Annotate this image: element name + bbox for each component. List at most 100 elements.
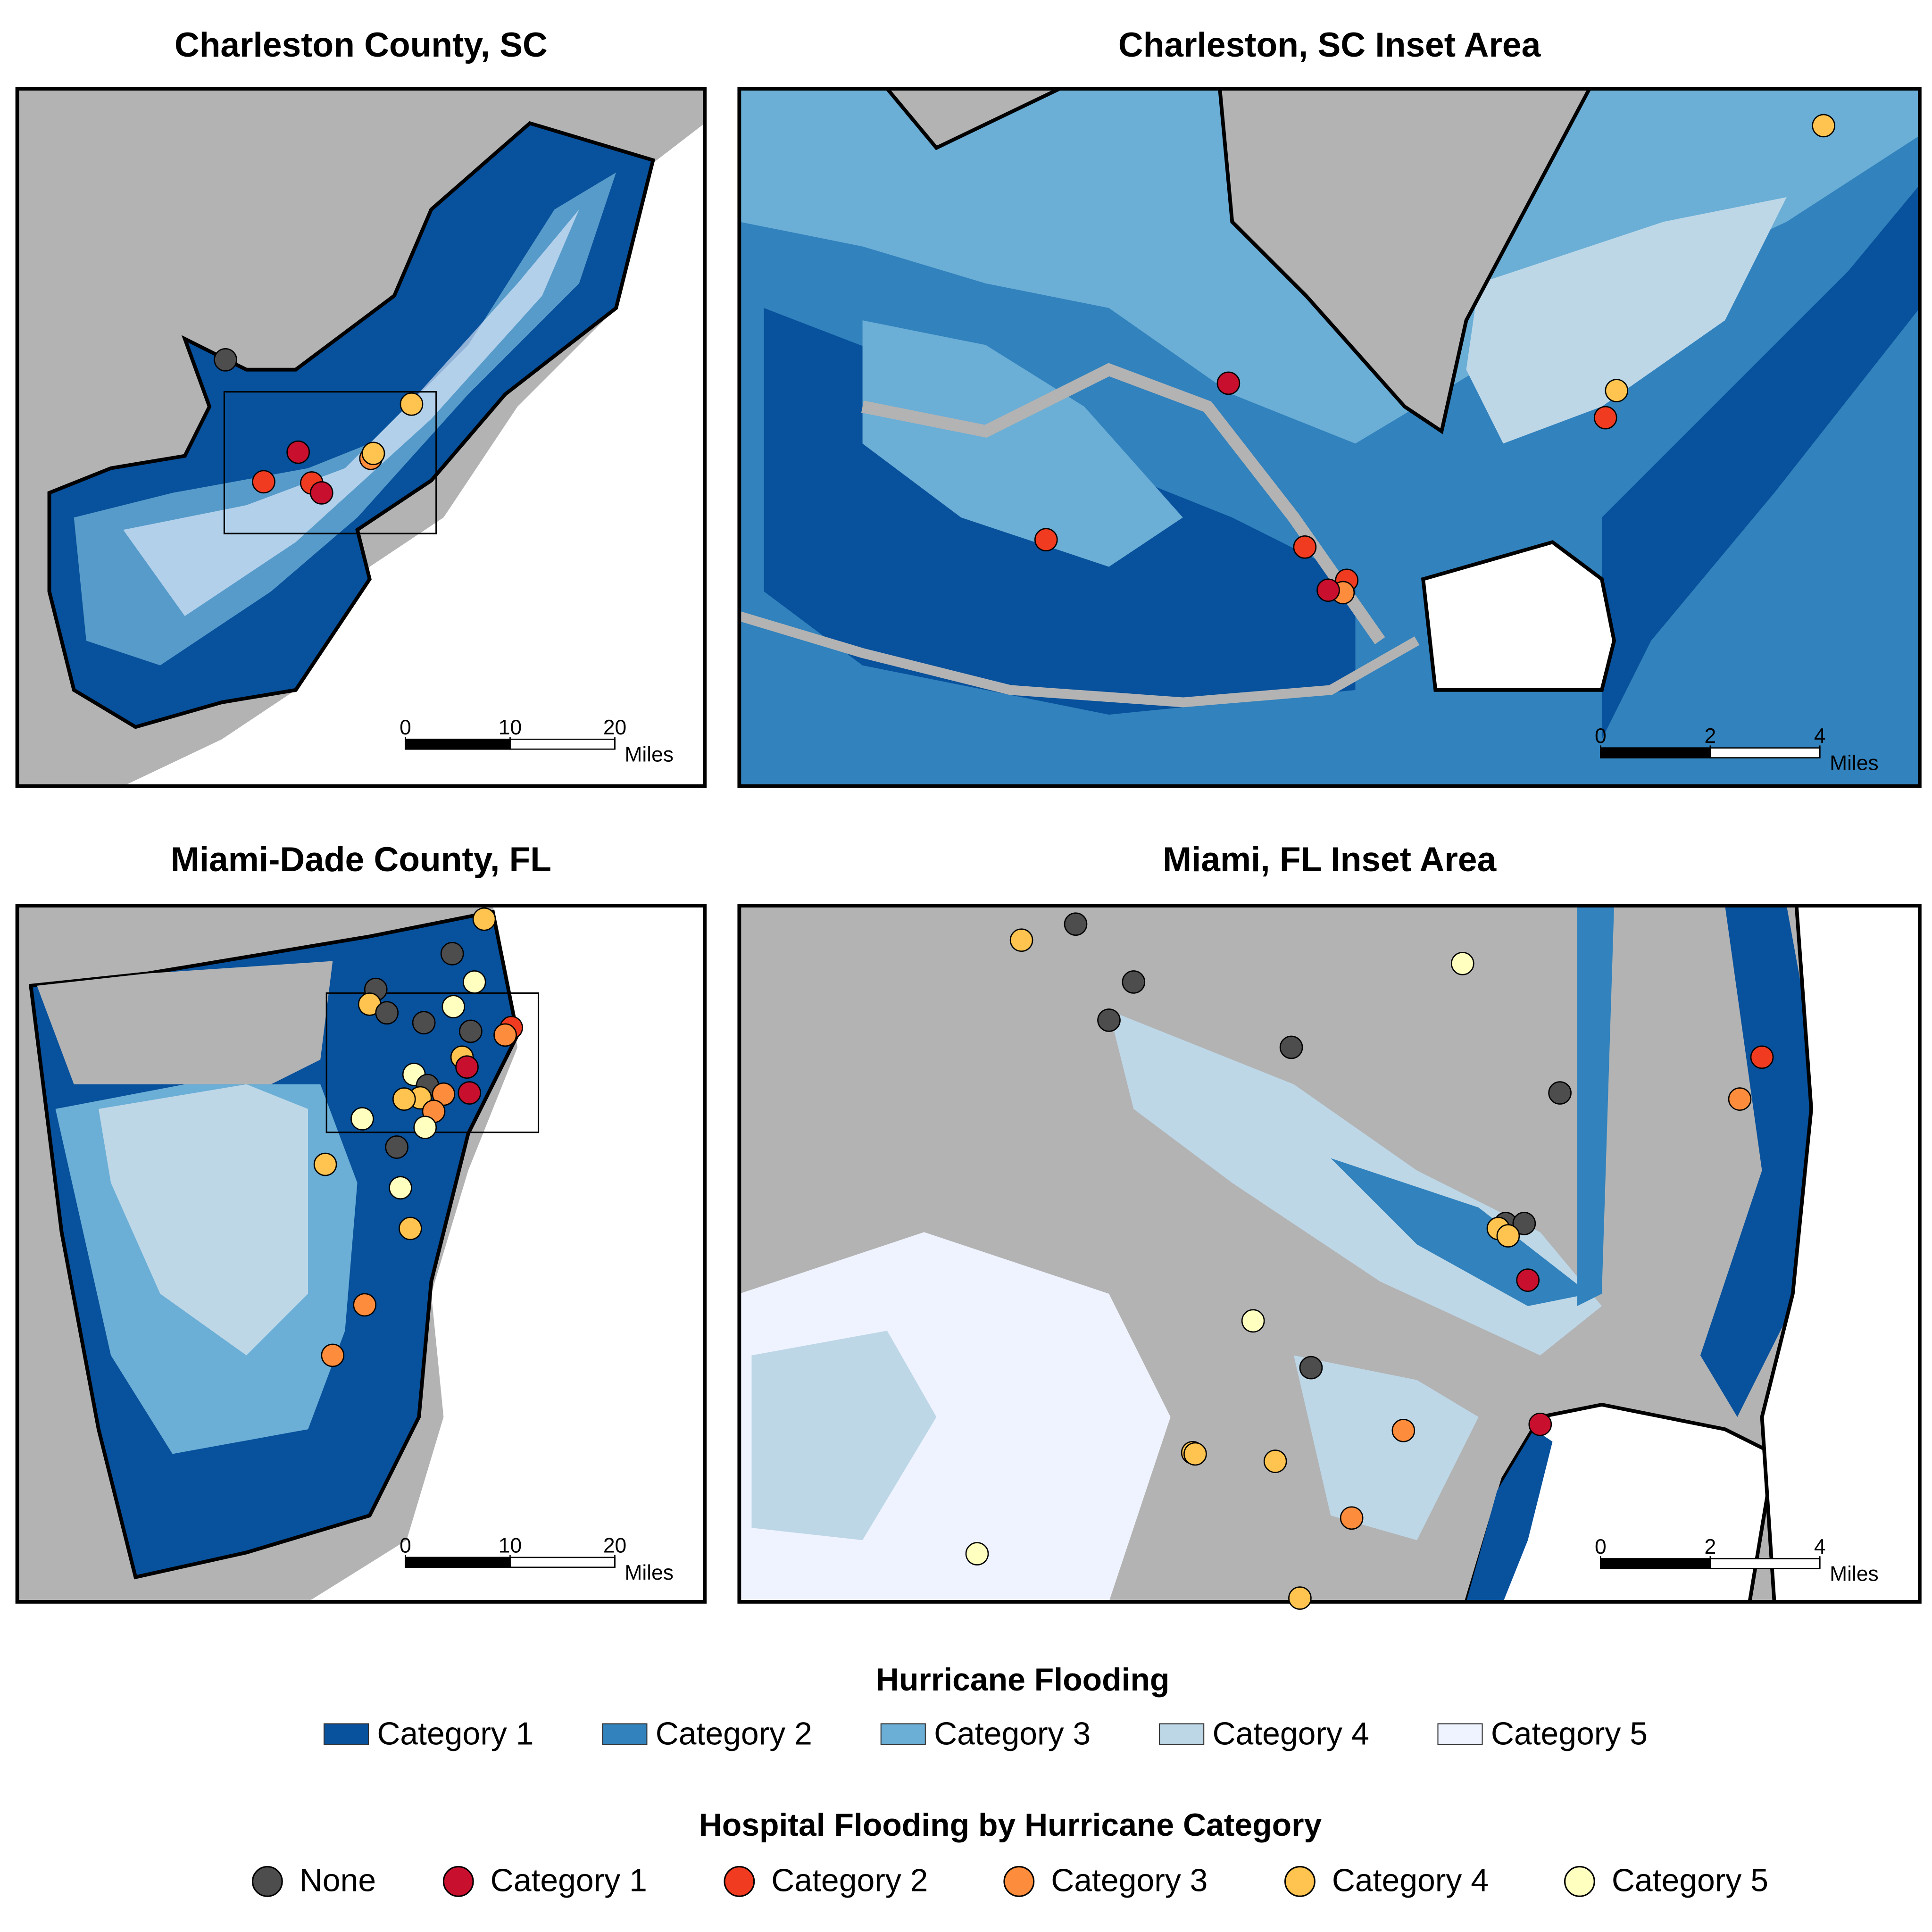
- legend-label: Category 5: [1491, 1716, 1648, 1752]
- scale-bar-segment: [1709, 747, 1821, 758]
- hospital-marker: [400, 392, 424, 416]
- scale-bar-unit: Miles: [1830, 752, 1879, 775]
- legend-label: Category 2: [656, 1716, 812, 1752]
- map-miami-inset: [739, 905, 1920, 1602]
- hospital-marker: [1263, 1449, 1287, 1473]
- legend-swatch: [602, 1723, 648, 1745]
- legend-label: Category 3: [934, 1716, 1091, 1752]
- scale-bar-label: 0: [400, 1534, 411, 1557]
- scale-bar-segment: [1599, 747, 1711, 758]
- scale-bar-unit: Miles: [625, 1561, 674, 1584]
- hospital-marker: [965, 1542, 989, 1566]
- hospital-marker: [1528, 1412, 1552, 1436]
- hospital-marker: [1728, 1087, 1752, 1111]
- hospital-marker: [458, 1081, 482, 1105]
- hospital-marker: [1241, 1309, 1265, 1333]
- hospital-marker: [321, 1343, 345, 1367]
- hospital-marker: [1009, 928, 1033, 952]
- hospital-marker: [440, 942, 464, 966]
- scale-bar-label: 4: [1814, 724, 1826, 748]
- hospital-marker: [1593, 406, 1617, 430]
- legend-label: Category 3: [1051, 1863, 1208, 1898]
- hospital-marker: [353, 1293, 377, 1317]
- scale-bar-label: 0: [1595, 724, 1607, 748]
- hospital-marker: [350, 1107, 374, 1131]
- scale-bar-segment: [509, 1557, 616, 1568]
- hospital-marker: [252, 470, 275, 494]
- map-charleston-county: [17, 89, 705, 786]
- hospital-marker: [1097, 1008, 1121, 1032]
- hospital-marker: [389, 1176, 412, 1200]
- hospital-marker: [1812, 114, 1835, 138]
- hospital-marker: [1064, 912, 1088, 936]
- hospital-marker: [1293, 535, 1317, 559]
- legend-label: Category 1: [377, 1716, 533, 1752]
- hospital-marker: [472, 907, 496, 931]
- legend-title: Hospital Flooding by Hurricane Category: [699, 1807, 1322, 1843]
- scale-bar-segment: [1709, 1558, 1821, 1569]
- scale-bar-label: 20: [603, 716, 626, 739]
- hospital-marker: [399, 1216, 422, 1241]
- hospital-marker: [1450, 951, 1474, 975]
- hospital-marker: [361, 441, 385, 466]
- scale-bar-segment: [405, 1557, 511, 1568]
- legend-label: Category 1: [491, 1863, 647, 1898]
- legend-label: Category 4: [1212, 1716, 1369, 1752]
- legend-marker: [1564, 1865, 1595, 1897]
- hospital-marker: [462, 970, 486, 994]
- hospital-marker: [459, 1019, 483, 1043]
- legend-swatch: [1159, 1723, 1205, 1745]
- hospital-marker: [286, 440, 310, 464]
- panel-title: Miami-Dade County, FL: [171, 841, 551, 879]
- scale-bar-label: 2: [1704, 1535, 1716, 1558]
- legend-swatch: [880, 1723, 926, 1745]
- hospital-marker: [1183, 1442, 1207, 1466]
- hospital-marker: [214, 348, 237, 372]
- panel-title: Miami, FL Inset Area: [1163, 841, 1497, 879]
- hospital-marker: [455, 1055, 479, 1079]
- legend-marker: [442, 1865, 474, 1897]
- hospital-marker: [493, 1023, 517, 1047]
- hospital-marker: [392, 1087, 416, 1111]
- scale-bar-label: 20: [603, 1534, 626, 1557]
- hospital-marker: [1605, 379, 1629, 402]
- scale-bar-unit: Miles: [625, 743, 674, 766]
- scale-bar-label: 10: [499, 1534, 522, 1557]
- hospital-marker: [1216, 371, 1241, 395]
- scale-bar-segment: [509, 739, 616, 750]
- legend-swatch: [1437, 1723, 1483, 1745]
- panel-title: Charleston, SC Inset Area: [1118, 26, 1541, 64]
- legend-label: Category 4: [1332, 1863, 1489, 1898]
- legend-marker: [1284, 1865, 1316, 1897]
- hospital-marker: [1316, 578, 1340, 602]
- hospital-marker: [412, 1011, 436, 1034]
- hospital-marker: [1340, 1506, 1364, 1530]
- hospital-marker: [309, 481, 333, 505]
- legend-label: None: [300, 1863, 376, 1898]
- map-miami-dade-county: [17, 905, 705, 1602]
- legend-swatch: [323, 1723, 369, 1745]
- scale-bar-label: 10: [499, 716, 522, 739]
- panel-title: Charleston County, SC: [175, 26, 548, 64]
- hospital-marker: [1122, 970, 1146, 994]
- scale-bar-segment: [405, 739, 511, 750]
- hospital-marker: [1516, 1268, 1540, 1292]
- legend-label: Category 5: [1612, 1863, 1768, 1898]
- hospital-marker: [375, 1001, 399, 1025]
- scale-bar-segment: [1599, 1558, 1711, 1569]
- hospital-marker: [1288, 1586, 1312, 1610]
- hospital-marker: [413, 1116, 437, 1140]
- legend-label: Category 2: [771, 1863, 928, 1898]
- hospital-marker: [1750, 1045, 1774, 1069]
- hospital-marker: [1548, 1081, 1572, 1105]
- scale-bar-label: 2: [1704, 724, 1716, 748]
- hospital-marker: [1034, 528, 1058, 551]
- hospital-marker: [1496, 1224, 1520, 1248]
- legend-marker: [1003, 1865, 1035, 1897]
- map-charleston-inset: [739, 89, 1920, 786]
- hospital-marker: [1512, 1212, 1536, 1235]
- hospital-marker: [1299, 1356, 1323, 1380]
- scale-bar-label: 0: [400, 716, 411, 739]
